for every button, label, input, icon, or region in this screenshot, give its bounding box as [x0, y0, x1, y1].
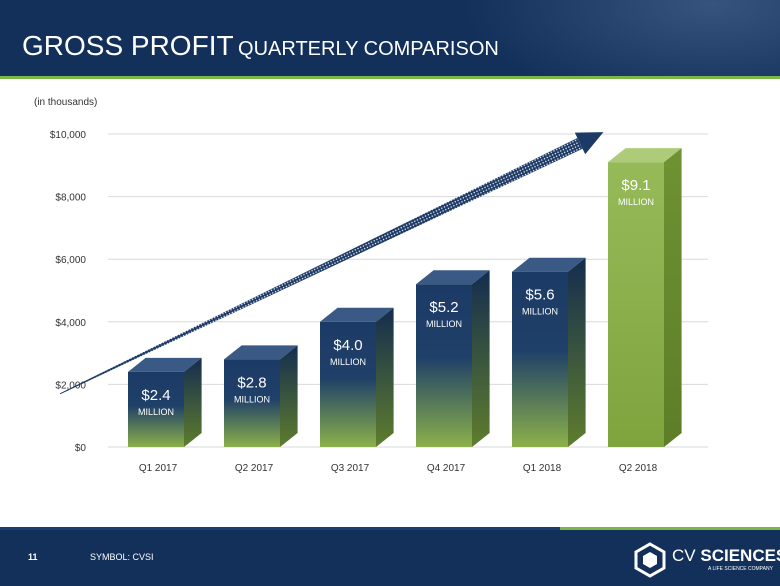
bar-side [664, 148, 682, 448]
bar-front [224, 359, 280, 447]
bar-q1-2017 [128, 357, 202, 447]
bar-front [320, 321, 376, 447]
bar-top [512, 257, 586, 272]
header-accent-stripe [0, 76, 780, 79]
bar-q2-2018 [608, 148, 682, 448]
x-tick-label: Q2 2017 [235, 463, 274, 474]
logo-tagline: A LIFE SCIENCE COMPANY [708, 566, 773, 572]
footer-stripe-dark [0, 527, 560, 530]
bar-chart: $0 $2,000 $4,000 $6,000 $8,000 $10,000 $2.4 MI… [50, 130, 708, 474]
y-tick-label: $6,000 [55, 255, 86, 266]
bar-side [280, 345, 298, 447]
bar-front [608, 162, 664, 448]
bar-unit-label: MILLION [618, 197, 654, 207]
x-tick-label: Q3 2017 [331, 463, 370, 474]
trend-arrow [59, 132, 604, 395]
y-tick-label: $2,000 [55, 380, 86, 391]
bar-value-label: $2.4 [141, 387, 170, 404]
bar-top [224, 345, 298, 360]
x-tick-label: Q1 2018 [523, 463, 562, 474]
logo-name: SCIENCES [700, 546, 780, 565]
footer-stripe-green [560, 527, 780, 530]
bar-unit-label: MILLION [234, 394, 270, 404]
bar-unit-label: MILLION [138, 407, 174, 417]
bar-q3-2017 [320, 307, 394, 447]
bar-q1-2018 [512, 257, 586, 447]
title-sub: QUARTERLY COMPARISON [238, 38, 499, 60]
title-main: GROSS PROFIT [22, 30, 234, 61]
bar-front [512, 271, 568, 447]
trend-arrow-head [574, 132, 604, 155]
bar-side [376, 307, 394, 447]
bar-unit-label: MILLION [330, 357, 366, 367]
bar-value-label: $5.2 [429, 299, 458, 316]
page-title: GROSS PROFIT QUARTERLY COMPARISON [22, 30, 499, 62]
bar-front [128, 371, 184, 447]
bar-top [320, 307, 394, 322]
y-tick-label: $8,000 [55, 193, 86, 204]
bar-top [128, 357, 202, 372]
y-tick-label: $10,000 [50, 130, 87, 141]
bar-side [568, 257, 586, 447]
bar-unit-label: MILLION [522, 307, 558, 317]
x-tick-label: Q1 2017 [139, 463, 178, 474]
trend-arrow-shaft [59, 137, 583, 395]
bar-side [184, 357, 202, 447]
company-logo: CV SCIENCES® A LIFE SCIENCE COMPANY [630, 540, 780, 580]
bar-value-label: $4.0 [333, 337, 362, 354]
header-banner: GROSS PROFIT QUARTERLY COMPARISON [0, 0, 780, 76]
bar-top [608, 148, 682, 163]
page-number: 11 [28, 552, 38, 562]
bar-side [472, 270, 490, 447]
logo-text: CV SCIENCES® [672, 546, 780, 566]
bar-unit-label: MILLION [426, 319, 462, 329]
bar-q4-2017 [416, 270, 490, 447]
bar-value-label: $2.8 [237, 374, 266, 391]
x-tick-label: Q4 2017 [427, 463, 466, 474]
units-note: (in thousands) [34, 97, 98, 108]
logo-hexagon-icon [634, 542, 666, 578]
stock-symbol: SYMBOL: CVSI [90, 552, 154, 562]
y-tick-label: $0 [75, 443, 87, 454]
logo-prefix: CV [672, 546, 696, 565]
bar-q2-2017 [224, 345, 298, 447]
x-tick-label: Q2 2018 [619, 463, 658, 474]
bar-value-label: $9.1 [621, 177, 650, 194]
bar-front [416, 284, 472, 447]
header-glow [460, 0, 780, 76]
y-tick-label: $4,000 [55, 318, 86, 329]
bar-top [416, 270, 490, 285]
bar-value-label: $5.6 [525, 287, 554, 304]
